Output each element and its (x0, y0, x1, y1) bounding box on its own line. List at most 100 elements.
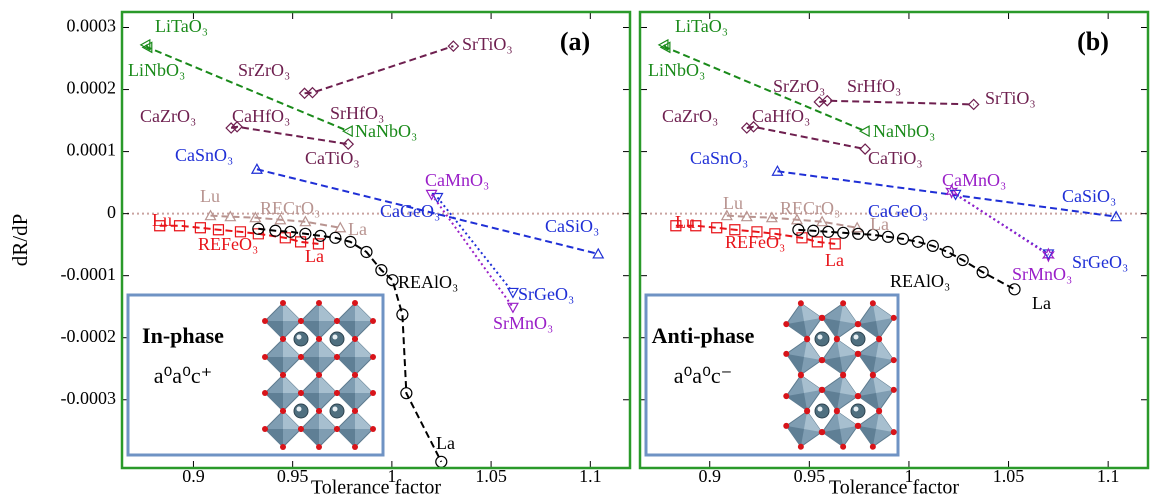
data-point (447, 40, 460, 52)
octahedron (819, 372, 861, 414)
octahedron (298, 300, 340, 342)
octahedron-face (836, 339, 858, 357)
data-point (821, 94, 834, 107)
oxygen (876, 336, 883, 343)
octahedron-face (355, 339, 373, 357)
oxygen (280, 300, 286, 306)
frame (120, 10, 632, 470)
octahedron-face (301, 321, 319, 339)
octahedron-face (872, 303, 894, 321)
annotation: Lu (152, 210, 172, 230)
cation (329, 403, 345, 419)
annotation: La (1032, 293, 1051, 313)
annotation: REFeO₃ (198, 234, 258, 254)
x-tick-label: 1.05 (475, 466, 507, 486)
annotation: REAlO₃ (890, 271, 950, 291)
octahedron-face (337, 357, 355, 375)
data-point (506, 287, 519, 299)
octahedron-face (301, 357, 319, 375)
octahedron-face (265, 393, 283, 411)
oxygen (370, 354, 376, 360)
data-point (194, 222, 206, 234)
oxygen (370, 318, 376, 324)
data-point (659, 41, 671, 54)
annotation: RECrO₃ (260, 198, 320, 218)
octahedron-face (858, 425, 876, 447)
inset-text: a⁰a⁰c⁺ (154, 363, 213, 388)
y-tick-label: -0.0003 (61, 388, 117, 408)
oxygen (840, 300, 847, 307)
oxygen (334, 426, 340, 432)
annotation: La (825, 250, 844, 270)
data-point (224, 210, 237, 222)
octahedron (819, 336, 861, 378)
oxygen (890, 357, 897, 364)
octahedron-face (858, 353, 876, 375)
data-point (154, 220, 166, 232)
data-point (896, 232, 910, 245)
data-point (329, 231, 342, 244)
octahedron-face (337, 321, 355, 339)
oxygen (890, 386, 897, 393)
annotation: NaNbO₃ (355, 121, 417, 141)
y-tick-label: -0.0001 (61, 264, 117, 284)
data-point (822, 225, 835, 238)
octahedron-face (355, 375, 373, 393)
annotation: La (870, 214, 889, 234)
oxygen (890, 429, 897, 436)
annotation: CaTiO₃ (305, 148, 360, 168)
data-point (231, 120, 243, 133)
octahedron-face (319, 411, 337, 429)
oxygen (352, 408, 358, 414)
annotation: REAlO₃ (398, 272, 458, 292)
data-point (858, 125, 870, 138)
data-point (740, 122, 753, 134)
data-point (173, 220, 186, 232)
annotation: SrZrO₃ (773, 76, 825, 96)
series-line (951, 190, 1049, 256)
y-tick-label: -0.0002 (61, 326, 117, 346)
data-point (284, 225, 297, 238)
data-point (139, 38, 151, 51)
data-point (657, 38, 669, 51)
octahedron-face (283, 303, 301, 321)
data-point (400, 387, 413, 400)
data-point (941, 245, 954, 259)
annotation: RECrO₃ (780, 198, 840, 218)
cation (814, 331, 830, 347)
data-point (1110, 210, 1123, 222)
data-point (1008, 283, 1021, 296)
cation-highlight (332, 406, 338, 412)
octahedron (262, 372, 304, 414)
octahedron-face (804, 411, 822, 433)
data-point (771, 165, 784, 176)
oxygen (855, 350, 862, 357)
data-point (729, 224, 741, 236)
annotation: Lu (200, 186, 220, 206)
data-point (837, 226, 850, 239)
data-point (341, 125, 353, 138)
data-point (829, 238, 841, 250)
data-point (740, 210, 753, 222)
oxygen (298, 426, 304, 432)
data-point (274, 213, 287, 225)
octahedron-face (265, 357, 283, 375)
annotation: SrTiO₃ (462, 34, 513, 54)
oxygen (797, 443, 804, 450)
oxygen (352, 444, 358, 450)
oxygen (783, 422, 790, 429)
data-point (299, 215, 312, 227)
cation-highlight (332, 334, 338, 340)
series-line (798, 228, 1016, 291)
octahedron-face (355, 303, 373, 321)
octahedron-face (876, 411, 894, 433)
data-point (851, 221, 864, 233)
octahedron-face (872, 375, 894, 393)
octahedron-face (836, 411, 858, 429)
oxygen (869, 443, 876, 450)
annotation: CaMnO₃ (942, 170, 1006, 190)
oxygen (316, 444, 322, 450)
annotation: La (436, 433, 455, 453)
data-point (765, 211, 778, 223)
oxygen (370, 426, 376, 432)
